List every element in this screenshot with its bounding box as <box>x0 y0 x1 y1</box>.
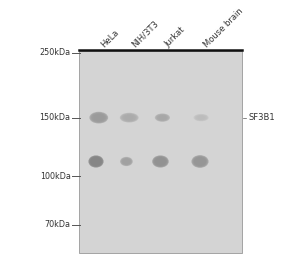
Ellipse shape <box>89 156 103 167</box>
Ellipse shape <box>197 116 205 119</box>
Ellipse shape <box>91 113 106 122</box>
Ellipse shape <box>197 115 206 120</box>
Ellipse shape <box>123 159 130 164</box>
Ellipse shape <box>124 160 129 163</box>
Ellipse shape <box>155 157 166 166</box>
Ellipse shape <box>125 115 134 120</box>
Ellipse shape <box>91 157 101 166</box>
Text: 250kDa: 250kDa <box>39 48 70 57</box>
Ellipse shape <box>198 159 203 163</box>
Ellipse shape <box>91 158 100 165</box>
Ellipse shape <box>120 157 133 166</box>
Ellipse shape <box>161 117 164 119</box>
Ellipse shape <box>159 116 166 119</box>
Ellipse shape <box>124 115 135 121</box>
Ellipse shape <box>126 161 127 162</box>
Ellipse shape <box>156 114 168 121</box>
Ellipse shape <box>158 160 163 163</box>
Ellipse shape <box>196 115 206 120</box>
Ellipse shape <box>121 157 132 166</box>
Ellipse shape <box>198 116 204 119</box>
Ellipse shape <box>193 156 207 167</box>
Ellipse shape <box>95 115 102 120</box>
Ellipse shape <box>192 156 208 167</box>
Text: Mouse brain: Mouse brain <box>202 6 245 49</box>
Ellipse shape <box>198 160 202 163</box>
Ellipse shape <box>195 115 207 121</box>
Text: Jurkat: Jurkat <box>163 26 187 49</box>
Text: NIH/3T3: NIH/3T3 <box>130 19 160 49</box>
Ellipse shape <box>200 117 203 118</box>
Ellipse shape <box>93 114 104 121</box>
Ellipse shape <box>93 159 99 164</box>
Ellipse shape <box>199 116 203 119</box>
Ellipse shape <box>159 160 162 163</box>
Ellipse shape <box>123 114 136 121</box>
Ellipse shape <box>199 161 201 162</box>
Ellipse shape <box>122 158 131 165</box>
Ellipse shape <box>121 113 138 122</box>
Text: 70kDa: 70kDa <box>44 220 70 229</box>
Ellipse shape <box>95 160 98 163</box>
Text: HeLa: HeLa <box>100 28 121 49</box>
Ellipse shape <box>158 116 166 120</box>
Ellipse shape <box>154 157 167 166</box>
Ellipse shape <box>94 160 98 163</box>
Ellipse shape <box>125 116 133 120</box>
Text: 100kDa: 100kDa <box>40 172 70 181</box>
Ellipse shape <box>157 159 164 164</box>
Text: 150kDa: 150kDa <box>40 113 70 122</box>
Ellipse shape <box>92 158 100 164</box>
Ellipse shape <box>92 114 105 122</box>
Ellipse shape <box>153 156 168 167</box>
Ellipse shape <box>157 115 168 121</box>
Ellipse shape <box>156 158 165 164</box>
Ellipse shape <box>125 160 128 163</box>
Ellipse shape <box>90 157 102 166</box>
Ellipse shape <box>89 112 108 124</box>
Ellipse shape <box>160 161 161 162</box>
Ellipse shape <box>191 155 209 168</box>
Ellipse shape <box>194 114 208 121</box>
Ellipse shape <box>194 157 206 166</box>
Ellipse shape <box>90 112 107 123</box>
Ellipse shape <box>94 115 104 121</box>
Ellipse shape <box>195 158 205 165</box>
Ellipse shape <box>88 155 104 168</box>
Ellipse shape <box>127 117 131 119</box>
Ellipse shape <box>196 158 204 165</box>
Ellipse shape <box>155 114 170 122</box>
Ellipse shape <box>197 159 203 164</box>
Ellipse shape <box>155 158 166 165</box>
Ellipse shape <box>160 116 165 119</box>
Ellipse shape <box>128 117 130 118</box>
Ellipse shape <box>125 161 128 162</box>
Ellipse shape <box>120 113 139 122</box>
Ellipse shape <box>97 116 101 119</box>
Ellipse shape <box>152 155 169 168</box>
Ellipse shape <box>162 117 163 118</box>
Ellipse shape <box>123 159 130 164</box>
Ellipse shape <box>96 116 102 119</box>
Ellipse shape <box>156 114 169 121</box>
Ellipse shape <box>121 158 132 165</box>
Ellipse shape <box>122 114 137 121</box>
Ellipse shape <box>95 161 97 162</box>
Ellipse shape <box>194 114 209 121</box>
Ellipse shape <box>98 117 100 118</box>
Ellipse shape <box>127 116 132 119</box>
Ellipse shape <box>158 115 167 120</box>
Text: SF3B1: SF3B1 <box>249 113 276 122</box>
Bar <box>79 51 242 253</box>
